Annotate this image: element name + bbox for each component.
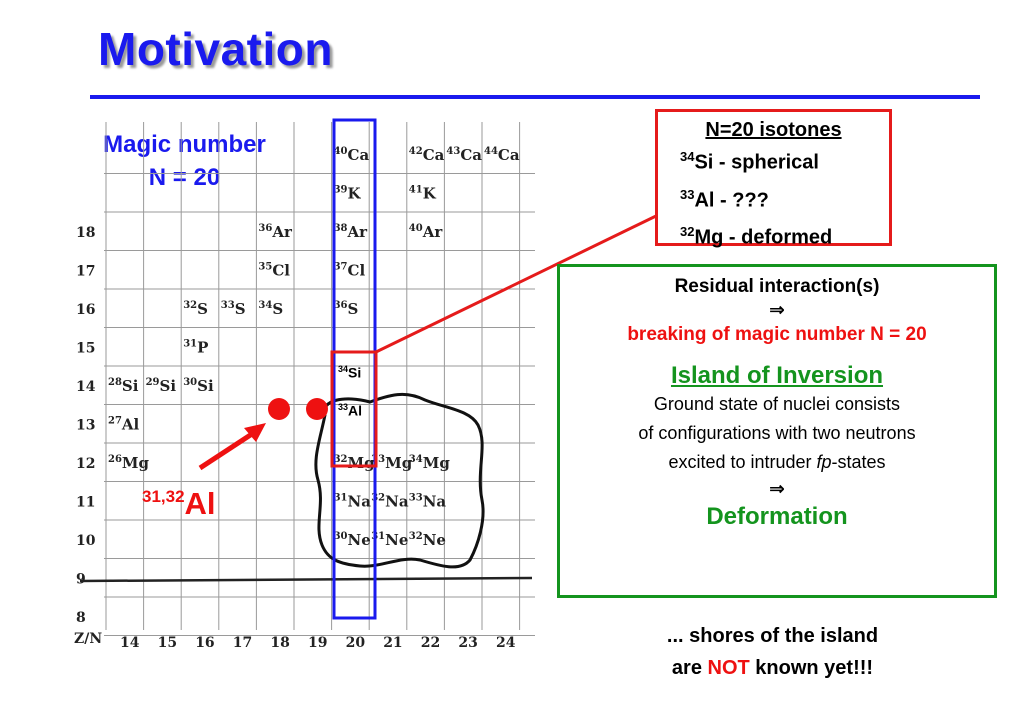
n-axis-label: 22 [421,635,440,651]
island-of-inversion-box: Residual interaction(s) ⇒ breaking of ma… [557,264,997,598]
magic-number-line2: N = 20 [148,164,221,191]
isotope-cell: 27Al [108,416,140,434]
highlight-si34: 34Si [338,364,362,381]
al-mass-numbers: 31,32 [142,487,185,506]
island-of-inversion-outline [314,392,485,569]
al-pointer-arrow-shaft [198,429,257,471]
z-axis-label: 9 [76,572,86,588]
isotope-cell: 43Ca [446,146,482,164]
highlight-al33: 33Al [338,402,363,419]
isotope-cell: 32Ne [409,531,446,549]
isotope-cell: 31P [183,339,208,357]
isotope-cell: 44Ca [484,146,520,164]
isotope-cell: 33Mg [371,454,413,472]
isotope-cell: 33Na [409,493,447,511]
stability-boundary-line [79,576,533,583]
z-axis-label: 13 [76,418,95,434]
n-axis-label: 14 [120,635,140,651]
isotope-cell: 32S [183,300,208,318]
breaking-magic-text: breaking of magic number N = 20 [627,324,927,345]
isotope-cell: 28Si [108,377,139,395]
n-axis-label: 21 [383,635,402,651]
ground-state-line1: Ground state of nuclei consists [653,394,901,414]
title-underline [90,95,980,99]
magic-number-label: Magic number N = 20 [72,128,297,194]
isotone-mg32: 32Mg - deformed [680,224,833,249]
implies-arrow-2: ⇒ [769,479,785,500]
al-symbol: Al [184,486,216,521]
al-isotopes-label: 31,32Al [142,486,216,522]
isotone-si34: 34Si - spherical [680,149,819,174]
isotones-heading: N=20 isotones [705,119,842,141]
z-axis-label: 16 [76,302,95,318]
magic-number-line1: Magic number [103,131,266,158]
n-axis-label: 23 [458,635,477,651]
n-axis-label: 18 [270,635,289,651]
n-axis-label: 17 [233,635,252,651]
isotone-al33: 33Al - ??? [680,186,769,212]
isotope-cell: 39K [334,185,362,203]
n-axis-label: 24 [496,635,516,651]
isotones-connector-line [375,214,657,354]
z-axis-label: 14 [76,379,96,395]
isotope-cell: 34Mg [409,454,451,472]
z-axis-label: 12 [76,456,95,472]
al31-dot [268,398,290,420]
n-axis-label: 15 [158,635,177,651]
n-axis-label: 16 [195,635,214,651]
z-axis-label: 15 [76,341,95,357]
deformation-text: Deformation [706,503,848,530]
isotope-cell: 36S [334,300,359,318]
al32-dot [306,398,328,420]
shores-footer: ... shores of the island are NOT known y… [580,620,965,684]
isotope-cell: 40Ar [409,223,444,241]
isotope-cell: 38Ar [334,223,369,241]
implies-arrow: ⇒ [769,300,785,321]
isotope-cell: 34S [258,300,283,318]
z-axis-label: 17 [76,264,95,280]
z-axis-label: 10 [76,533,96,549]
isotope-cell: 32Na [371,493,409,511]
axis-corner-label: Z/N [74,631,102,647]
isotope-cell: 29Si [146,377,177,395]
island-of-inversion-title: Island of Inversion [670,362,884,389]
isotope-cell: 32Mg [334,454,376,472]
isotope-cell: 37Cl [334,262,366,280]
isotope-cell: 35Cl [258,262,290,280]
n-axis-label: 19 [308,635,327,651]
isotope-cell: 33S [221,300,246,318]
z-axis-label: 18 [76,225,95,241]
shores-line2: are NOT known yet!!! [671,657,874,679]
residual-interaction-text: Residual interaction(s) [674,276,880,297]
n-axis-label: 20 [346,635,366,651]
z-axis-label: 8 [76,610,86,626]
slide-title: Motivation [98,23,333,75]
isotones-box: N=20 isotones 34Si - spherical 33Al - ??… [655,109,892,249]
isotope-cell: 40Ca [334,146,370,164]
si-al-mg-highlight-box [330,350,378,468]
ground-state-line2: of configurations with two neutrons [638,423,916,443]
isotope-cell: 41K [409,185,437,203]
isotope-cell: 31Ne [371,531,408,549]
isotope-cell: 30Si [183,377,214,395]
shores-line1: ... shores of the island [666,625,879,647]
isotope-cell: 42Ca [409,146,445,164]
ground-state-line3: excited to intruder fp-states [668,452,886,472]
isotope-cell: 36Ar [258,223,293,241]
isotope-cell: 26Mg [108,454,150,472]
isotope-cell: 31Na [334,493,372,511]
z-axis-label: 11 [76,495,95,511]
al-pointer-arrow-head [244,423,266,442]
isotope-cell: 30Ne [334,531,371,549]
